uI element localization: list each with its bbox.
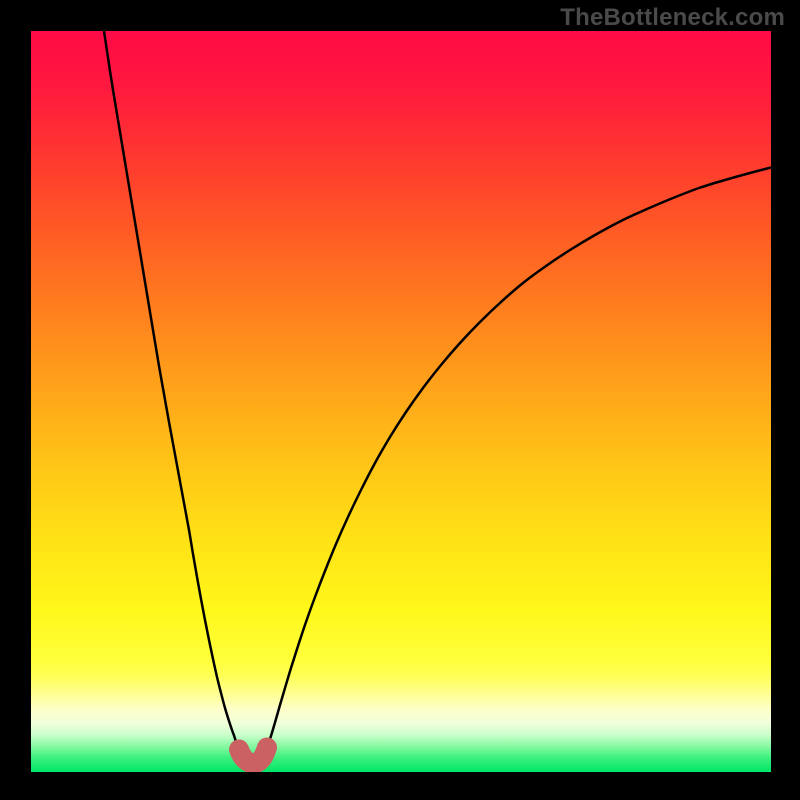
curve-layer xyxy=(31,31,771,772)
plot-area xyxy=(31,31,771,772)
bottleneck-curve xyxy=(104,31,771,763)
watermark-text: TheBottleneck.com xyxy=(560,4,785,32)
chart-frame: TheBottleneck.com xyxy=(0,0,800,800)
bottleneck-marker xyxy=(239,748,267,764)
